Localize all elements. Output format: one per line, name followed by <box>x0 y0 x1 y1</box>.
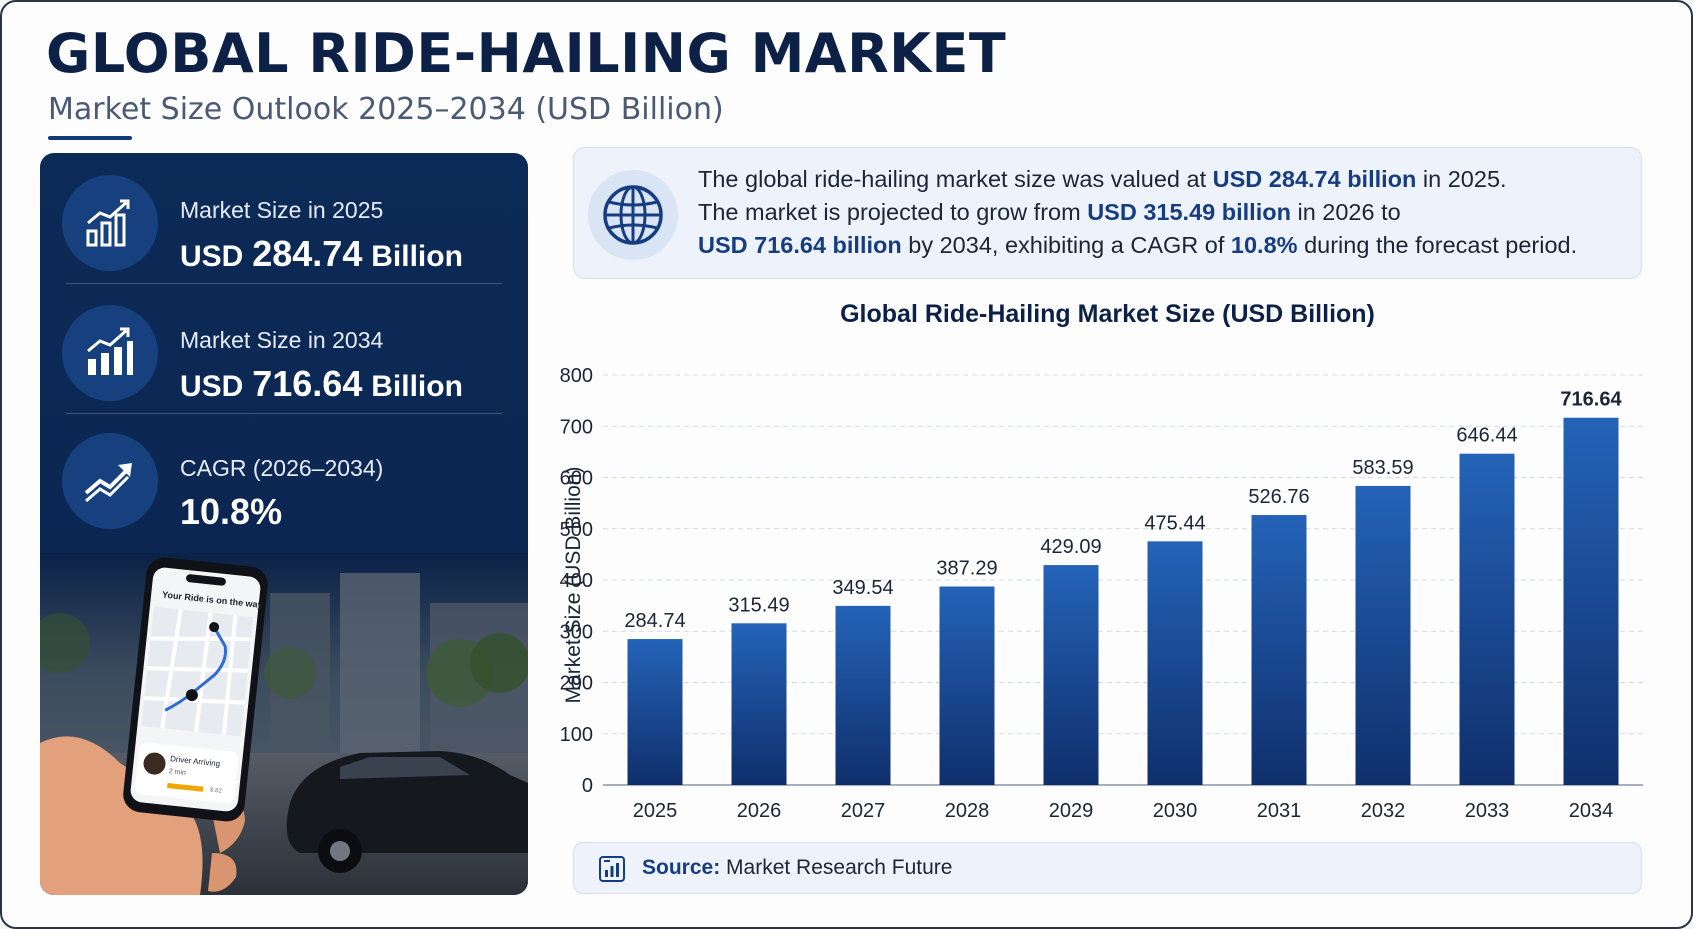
page-title: GLOBAL RIDE-HAILING MARKET <box>46 22 1007 85</box>
x-tick-label: 2031 <box>1257 800 1302 822</box>
stat-label: Market Size in 2025 <box>180 197 384 223</box>
title-underline <box>48 136 132 140</box>
report-icon <box>599 856 625 882</box>
ride-hailing-photo: Your Ride is on the way Driver Arriving … <box>40 553 528 895</box>
x-tick-label: 2029 <box>1049 800 1094 822</box>
trend-up-icon <box>62 433 158 529</box>
bar-2030 <box>1147 541 1203 785</box>
chart-title: Global Ride-Hailing Market Size (USD Bil… <box>840 300 1375 328</box>
market-summary-box: The global ride-hailing market size was … <box>573 147 1642 279</box>
x-tick-label: 2033 <box>1465 800 1510 822</box>
y-tick-label: 100 <box>560 724 593 746</box>
x-tick-label: 2027 <box>841 800 886 822</box>
y-tick-label: 500 <box>560 519 593 541</box>
growth-chart-icon <box>62 305 158 401</box>
x-tick-label: 2034 <box>1569 800 1614 822</box>
y-tick-label: 200 <box>560 673 593 695</box>
ride-price: $.82 <box>210 788 223 795</box>
bar-value-label: 429.09 <box>1040 536 1101 558</box>
market-size-bar-chart: 0 100 200 300 400 500 600 700 800 284.74 2025 315.4… <box>560 365 1643 822</box>
bar-chart-icon <box>62 175 158 271</box>
bar-value-label: 315.49 <box>728 594 789 616</box>
divider <box>66 283 502 284</box>
stat-label: CAGR (2026–2034) <box>180 455 384 481</box>
y-tick-label: 0 <box>582 775 593 797</box>
stat-value: USD 284.74 Billion <box>180 233 463 274</box>
y-tick-label: 600 <box>560 468 593 490</box>
bar-2025 <box>627 639 683 785</box>
y-tick-label: 800 <box>560 365 593 387</box>
bar-2029 <box>1043 565 1099 785</box>
y-axis-title: Market Size (USD Billion) <box>562 467 585 704</box>
source-text: Source: Market Research Future <box>642 856 953 879</box>
bar-2031 <box>1251 515 1307 785</box>
x-tick-label: 2030 <box>1153 800 1198 822</box>
stat-value: USD 716.64 Billion <box>180 363 463 404</box>
x-tick-label: 2025 <box>633 800 678 822</box>
source-box: Source: Market Research Future <box>573 842 1642 894</box>
stat-value: 10.8% <box>180 491 283 532</box>
bar-value-label: 349.54 <box>832 577 893 599</box>
summary-line-3: USD 716.64 billion by 2034, exhibiting a… <box>698 232 1578 258</box>
stat-market-size-2034: Market Size in 2034 USD 716.64 Billion <box>40 283 528 413</box>
bar-value-label: 526.76 <box>1248 486 1309 508</box>
x-tick-label: 2028 <box>945 800 990 822</box>
driver-eta: 2 min <box>168 768 186 777</box>
key-stats-panel: Market Size in 2025 USD 284.74 Billion M… <box>40 153 528 895</box>
y-tick-label: 300 <box>560 621 593 643</box>
x-tick-label: 2026 <box>737 800 782 822</box>
bar-2034 <box>1563 417 1619 785</box>
bar-2028 <box>939 586 995 785</box>
y-tick-label: 400 <box>560 570 593 592</box>
bar-value-label: 716.64 <box>1560 389 1622 411</box>
stat-label: Market Size in 2034 <box>180 327 384 353</box>
stat-cagr: CAGR (2026–2034) 10.8% <box>40 411 528 541</box>
globe-icon <box>588 170 678 260</box>
y-tick-label: 700 <box>560 416 593 438</box>
bar-value-label: 387.29 <box>936 558 997 580</box>
page-subtitle: Market Size Outlook 2025–2034 (USD Billi… <box>48 92 724 127</box>
x-tick-label: 2032 <box>1361 800 1406 822</box>
summary-line-2: The market is projected to grow from USD… <box>698 199 1401 225</box>
summary-line-1: The global ride-hailing market size was … <box>698 166 1507 192</box>
stat-market-size-2025: Market Size in 2025 USD 284.74 Billion <box>40 153 528 283</box>
bar-value-label: 646.44 <box>1456 425 1517 447</box>
divider <box>66 413 502 414</box>
bar-2033 <box>1459 453 1515 785</box>
bar-2026 <box>731 623 787 785</box>
bar-2032 <box>1355 485 1411 785</box>
bar-2027 <box>835 605 891 785</box>
bar-value-label: 475.44 <box>1144 512 1205 534</box>
bar-value-label: 284.74 <box>624 610 685 632</box>
bar-value-label: 583.59 <box>1352 457 1413 479</box>
